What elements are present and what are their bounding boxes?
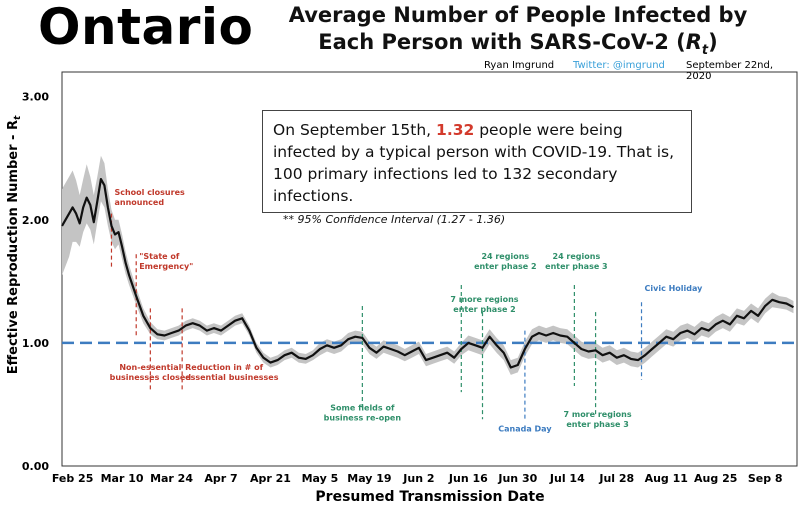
y-axis-title-sub: t <box>13 115 23 120</box>
x-axis-title: Presumed Transmission Date <box>315 489 544 505</box>
x-tick-label: Apr 21 <box>250 472 291 485</box>
twitter-link[interactable]: Twitter: @imgrund <box>573 60 665 71</box>
annotation-label-line: enter phase 3 <box>545 262 607 271</box>
annotation-label: Non-essential businesses closed <box>110 363 192 382</box>
x-tick-label: Aug 11 <box>645 472 688 485</box>
annotation-label-line: Reduction in # of <box>185 363 264 372</box>
annotation-label: 24 regions enter phase 2 <box>474 252 536 271</box>
rt-series <box>61 178 795 369</box>
title-line-2-prefix: Each Person with SARS-CoV-2 ( <box>318 30 686 54</box>
y-axis-title-text: Effective Reproduction Number - R <box>6 120 21 374</box>
x-tick-label: Jun 16 <box>448 472 488 485</box>
annotation-label-line: 7 more regions <box>450 295 518 304</box>
x-tick-label: Jul 28 <box>598 472 634 485</box>
annotation-label-line: Emergency" <box>139 262 193 271</box>
callout-confidence-interval: ** 95% Confidence Interval (1.27 - 1.36) <box>283 213 506 226</box>
annotation-label-line: Canada Day <box>498 425 552 434</box>
annotation-label-line: 24 regions <box>481 252 529 261</box>
annotation-label-line: 24 regions <box>553 252 601 261</box>
annotation-label: Some fields of business re-open <box>324 404 402 423</box>
x-tick-label: Sep 8 <box>748 472 783 485</box>
annotation-labels: School closures announced "State of Emergen… <box>110 188 704 433</box>
y-tick-label: 2.00 <box>22 214 49 227</box>
x-tick-label: Jul 14 <box>549 472 585 485</box>
x-tick-label: Mar 10 <box>101 472 144 485</box>
title-line-2: Each Person with SARS-CoV-2 (Rt) <box>268 29 768 64</box>
chart-title: Average Number of People Infected by Eac… <box>268 2 768 64</box>
annotation-label-line: School closures <box>114 188 185 197</box>
x-tick-label: May 5 <box>302 472 339 485</box>
title-rt-sub: t <box>701 43 709 59</box>
callout-highlight-value: 1.32 <box>436 121 475 139</box>
annotation-label-line: enter phase 2 <box>453 305 515 314</box>
annotation-label-line: Civic Holiday <box>645 284 704 293</box>
annotation-label: 7 more regions enter phase 3 <box>564 410 632 429</box>
annotation-label-line: enter phase 2 <box>474 262 536 271</box>
publish-date: September 22nd, 2020 <box>686 60 774 82</box>
annotation-label: Civic Holiday <box>645 284 704 293</box>
x-tick-label: Jun 30 <box>497 472 537 485</box>
callout-box: On September 15th, 1.32 people were bein… <box>262 110 692 226</box>
axes: Presumed Transmission Date Effective Rep… <box>6 91 783 505</box>
annotation-label-line: businesses closed <box>110 373 192 382</box>
y-axis-title: Effective Reproduction Number - Rt <box>6 115 23 374</box>
y-tick-label: 0.00 <box>22 460 49 473</box>
x-tick-label: May 19 <box>347 472 391 485</box>
x-tick-label: Apr 7 <box>204 472 237 485</box>
y-tick-label: 1.00 <box>22 337 49 350</box>
annotation-label-line: announced <box>114 198 164 207</box>
title-rt-symbol: R <box>685 30 702 54</box>
author-credit: Ryan Imgrund <box>484 60 555 71</box>
callout-text-before: On September 15th, <box>273 121 437 139</box>
annotation-label-line: Non-essential <box>119 363 181 372</box>
confidence-band-area <box>62 155 794 375</box>
rt-series-line <box>61 178 795 369</box>
annotation-label-line: Some fields of <box>330 404 395 413</box>
annotation-lines <box>110 213 643 420</box>
annotation-label: Reduction in # of essential businesses <box>185 363 279 382</box>
x-tick-label: Mar 24 <box>150 472 193 485</box>
y-tick-label: 3.00 <box>22 91 49 104</box>
annotation-label-line: business re-open <box>324 414 402 423</box>
confidence-band <box>62 155 794 375</box>
annotation-label: Canada Day <box>498 425 552 434</box>
x-tick-label: Jun 2 <box>402 472 434 485</box>
annotation-label: "State of Emergency" <box>139 252 193 271</box>
annotation-label: 7 more regions enter phase 2 <box>450 295 518 314</box>
title-line-1: Average Number of People Infected by <box>288 3 748 27</box>
title-rt: Rt <box>685 30 708 58</box>
annotation-label-line: enter phase 3 <box>566 420 628 429</box>
brand-title: Ontario <box>38 0 254 56</box>
callout-text: On September 15th, 1.32 people were bein… <box>273 119 681 207</box>
annotation-label-line: 7 more regions <box>564 410 632 419</box>
title-line-2-suffix: ) <box>708 30 718 54</box>
annotation-label-line: essential businesses <box>185 373 279 382</box>
annotation-label-line: "State of <box>139 252 180 261</box>
x-tick-label: Feb 25 <box>52 472 94 485</box>
annotation-label: 24 regions enter phase 3 <box>545 252 607 271</box>
x-tick-label: Aug 25 <box>694 472 737 485</box>
annotation-label: School closures announced <box>114 188 185 207</box>
callout-text-after: people were being infected by a typical … <box>273 121 675 205</box>
